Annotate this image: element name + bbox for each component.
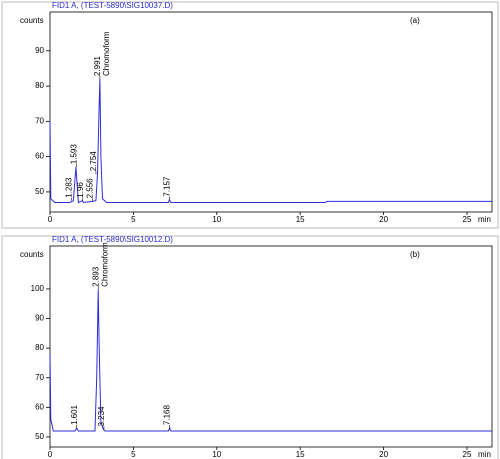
x-tick-label: 25 (463, 450, 472, 459)
y-tick-label: 70 (35, 373, 44, 382)
x-tick-label: 20 (379, 215, 388, 224)
panel-label: (a) (410, 16, 420, 25)
x-axis-label: min (478, 450, 491, 459)
peak-time-label: 2.893 (91, 266, 100, 287)
peak-time-label: 2.556 (86, 178, 95, 199)
panel-label: (b) (410, 250, 420, 259)
x-tick-label: 15 (296, 450, 305, 459)
y-tick-label: 50 (35, 432, 44, 441)
peak-time-label: 1.96 (76, 182, 85, 198)
x-tick-label: 10 (212, 215, 221, 224)
y-axis-label: counts (20, 250, 44, 259)
y-tick-label: 80 (35, 343, 44, 352)
chromatogram-line (49, 289, 492, 432)
x-tick-label: 0 (48, 215, 53, 224)
chart-title: FID1 A, (TEST-5890\SIG10037.D) (52, 1, 173, 10)
peak-name-label: Chromoform (100, 242, 109, 287)
y-tick-label: 80 (35, 81, 44, 90)
y-tick-label: 70 (35, 116, 44, 125)
chromatogram-line (49, 78, 492, 204)
y-tick-label: 50 (35, 187, 44, 196)
chart-title: FID1 A, (TEST-5890\SIG10012.D) (52, 235, 173, 244)
peak-time-label: 2.754 (89, 151, 98, 172)
x-tick-label: 10 (212, 450, 221, 459)
x-tick-label: 0 (48, 450, 53, 459)
y-tick-label: 90 (35, 46, 44, 55)
x-tick-label: 20 (379, 450, 388, 459)
x-tick-label: 5 (131, 450, 136, 459)
peak-time-label: 1.593 (70, 144, 79, 165)
x-axis-label: min (478, 215, 491, 224)
plot-frame (49, 11, 493, 213)
x-tick-label: 25 (463, 215, 472, 224)
panel-border (1, 235, 499, 459)
y-tick-label: 60 (35, 402, 44, 411)
y-tick-label: 90 (35, 314, 44, 323)
peak-time-label: 7.168 (163, 404, 172, 425)
peak-time-label: 7.157 (162, 176, 171, 197)
peak-time-label: 3.234 (97, 406, 106, 427)
y-axis-label: counts (20, 16, 44, 25)
plot-frame (49, 245, 493, 448)
peak-name-label: Chromoform (102, 31, 111, 76)
y-tick-label: 100 (31, 284, 45, 293)
panel-border (1, 1, 499, 229)
peak-time-label: 1.283 (65, 177, 74, 198)
y-tick-label: 60 (35, 152, 44, 161)
peak-time-label: 2.991 (93, 55, 102, 76)
x-tick-label: 15 (296, 215, 305, 224)
peak-time-label: 1.601 (70, 404, 79, 425)
x-tick-label: 5 (131, 215, 136, 224)
